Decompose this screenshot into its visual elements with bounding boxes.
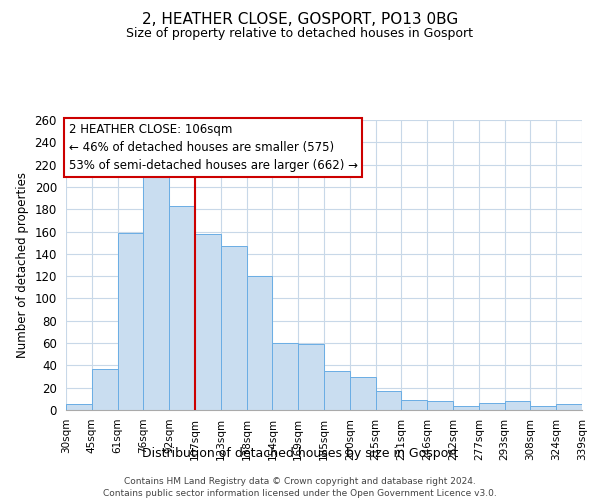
Bar xyxy=(298,344,324,410)
Text: 2, HEATHER CLOSE, GOSPORT, PO13 0BG: 2, HEATHER CLOSE, GOSPORT, PO13 0BG xyxy=(142,12,458,28)
Text: Distribution of detached houses by size in Gosport: Distribution of detached houses by size … xyxy=(142,448,458,460)
Text: Contains HM Land Registry data © Crown copyright and database right 2024.: Contains HM Land Registry data © Crown c… xyxy=(124,478,476,486)
Bar xyxy=(118,232,143,410)
Text: 2 HEATHER CLOSE: 106sqm
← 46% of detached houses are smaller (575)
53% of semi-d: 2 HEATHER CLOSE: 106sqm ← 46% of detache… xyxy=(68,123,358,172)
Bar xyxy=(66,404,92,410)
Bar xyxy=(169,206,195,410)
Bar xyxy=(479,404,505,410)
Bar xyxy=(556,404,582,410)
Text: Contains public sector information licensed under the Open Government Licence v3: Contains public sector information licen… xyxy=(103,489,497,498)
Bar xyxy=(195,234,221,410)
Y-axis label: Number of detached properties: Number of detached properties xyxy=(16,172,29,358)
Bar xyxy=(92,368,118,410)
Bar xyxy=(324,371,350,410)
Text: Size of property relative to detached houses in Gosport: Size of property relative to detached ho… xyxy=(127,28,473,40)
Bar xyxy=(272,343,298,410)
Bar xyxy=(143,167,169,410)
Bar xyxy=(376,391,401,410)
Bar xyxy=(221,246,247,410)
Bar xyxy=(530,406,556,410)
Bar xyxy=(453,406,479,410)
Bar xyxy=(505,401,530,410)
Bar xyxy=(401,400,427,410)
Bar xyxy=(427,401,453,410)
Bar xyxy=(350,376,376,410)
Bar xyxy=(247,276,272,410)
